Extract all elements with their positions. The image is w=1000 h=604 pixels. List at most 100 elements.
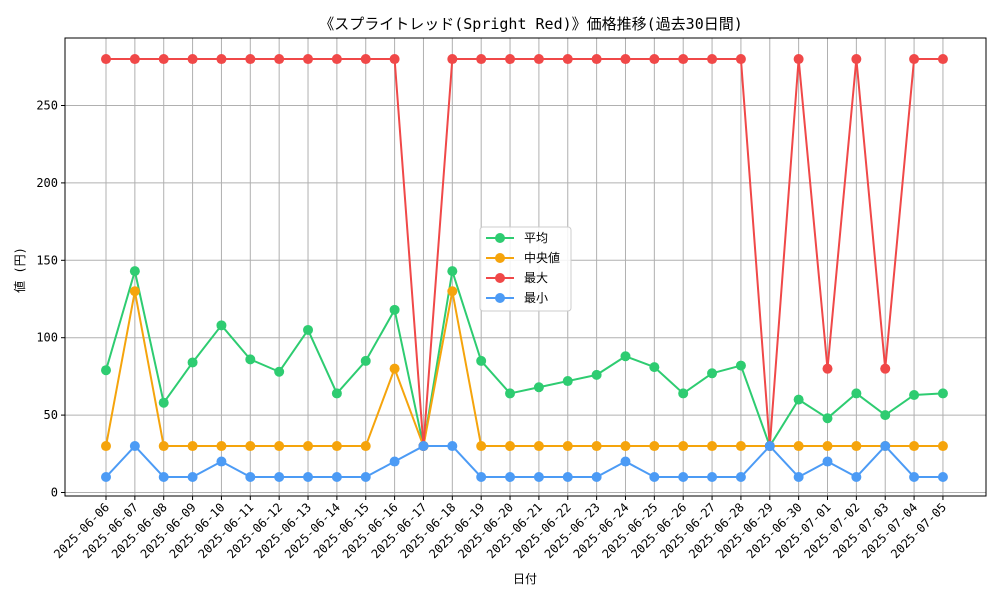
data-point (649, 441, 660, 452)
series-最小 (101, 441, 948, 483)
data-point (880, 363, 891, 374)
series-layer (101, 54, 948, 483)
data-point (937, 472, 948, 483)
legend-label: 中央値 (524, 250, 560, 265)
data-point (764, 441, 775, 452)
data-point (880, 441, 891, 452)
data-point (447, 266, 458, 277)
data-point (851, 472, 862, 483)
data-point (216, 320, 227, 331)
data-point (707, 54, 718, 65)
data-point (245, 354, 256, 365)
data-point (360, 472, 371, 483)
y-tick-label: 100 (36, 331, 58, 345)
axis-layer: 0501001502002502025-06-062025-06-072025-… (36, 99, 949, 562)
data-point (822, 456, 833, 467)
data-point (735, 360, 746, 371)
series-平均 (101, 266, 948, 452)
data-point (562, 54, 573, 65)
data-point (735, 54, 746, 65)
data-point (158, 397, 169, 408)
data-point (216, 456, 227, 467)
data-point (303, 441, 314, 452)
data-point (793, 54, 804, 65)
data-point (909, 472, 920, 483)
legend-marker (495, 233, 505, 243)
data-point (389, 363, 400, 374)
data-point (101, 441, 111, 452)
data-point (620, 54, 631, 65)
data-point (909, 54, 920, 65)
data-point (389, 304, 400, 315)
data-point (678, 441, 689, 452)
series-line (105, 290, 943, 448)
data-point (101, 54, 111, 65)
legend-item: 最小 (486, 291, 548, 305)
chart-title: 《スプライトレッド(Spright Red)》価格推移(過去30日間) (319, 15, 743, 33)
data-point (331, 54, 342, 65)
legend-box (479, 226, 572, 312)
legend-marker (495, 253, 505, 263)
data-point (909, 441, 920, 452)
data-point (274, 472, 285, 483)
data-point (129, 266, 140, 277)
data-point (129, 54, 140, 65)
data-point (245, 54, 256, 65)
legend-marker (495, 293, 505, 303)
data-point (937, 54, 948, 65)
data-point (822, 363, 833, 374)
data-point (707, 441, 718, 452)
data-point (620, 456, 631, 467)
data-point (591, 472, 602, 483)
data-point (101, 472, 111, 483)
data-point (245, 472, 256, 483)
data-point (620, 441, 631, 452)
legend-item: 平均 (486, 231, 548, 245)
data-point (678, 472, 689, 483)
data-point (822, 413, 833, 424)
legend-item: 中央値 (486, 250, 560, 265)
data-point (274, 366, 285, 377)
data-point (707, 472, 718, 483)
legend-marker (495, 273, 505, 283)
data-point (476, 441, 487, 452)
y-axis-label: 値 (円) (12, 247, 27, 293)
data-point (187, 357, 198, 368)
data-point (620, 351, 631, 362)
plot-frame (64, 37, 987, 497)
data-point (562, 441, 573, 452)
data-point (476, 472, 487, 483)
data-point (533, 472, 544, 483)
y-tick-label: 200 (36, 176, 58, 190)
legend-label: 最小 (524, 291, 548, 305)
legend-label: 最大 (524, 271, 548, 285)
data-point (331, 441, 342, 452)
data-point (793, 472, 804, 483)
data-point (880, 410, 891, 421)
data-point (101, 365, 111, 376)
data-point (389, 456, 400, 467)
series-line (105, 270, 943, 448)
data-point (591, 369, 602, 380)
x-axis-label: 日付 (513, 572, 537, 586)
data-point (216, 54, 227, 65)
data-point (937, 441, 948, 452)
data-point (129, 286, 140, 297)
legend-label: 平均 (524, 231, 548, 245)
data-point (360, 441, 371, 452)
y-tick-label: 0 (51, 486, 58, 500)
data-point (505, 54, 516, 65)
data-point (274, 54, 285, 65)
data-point (331, 472, 342, 483)
data-point (245, 441, 256, 452)
data-point (505, 388, 516, 399)
data-point (562, 472, 573, 483)
data-point (158, 472, 169, 483)
data-point (735, 441, 746, 452)
data-point (707, 368, 718, 379)
data-point (851, 441, 862, 452)
y-tick-label: 50 (44, 408, 58, 422)
data-point (216, 441, 227, 452)
data-point (418, 441, 429, 452)
